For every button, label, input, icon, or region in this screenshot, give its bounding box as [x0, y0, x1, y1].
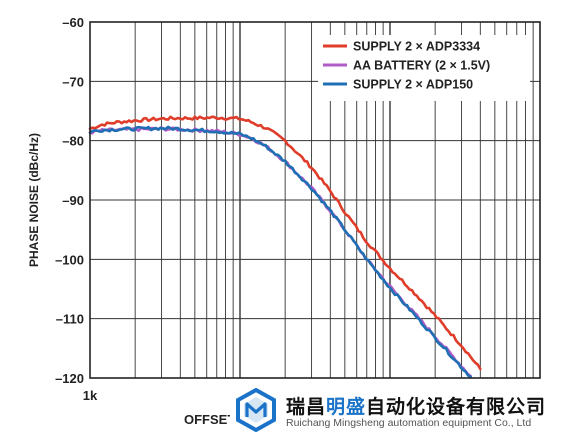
hexagon-m-logo-icon	[236, 388, 276, 432]
grid	[90, 22, 540, 378]
legend-box	[318, 35, 530, 101]
x-axis-label: OFFSET	[184, 412, 235, 427]
company-name-cn-prefix: 瑞昌	[286, 396, 327, 418]
y-tick-label: –120	[55, 371, 84, 386]
series-line-3	[88, 125, 472, 379]
y-tick-label: –90	[62, 193, 84, 208]
legend-label: SUPPLY 2 × ADP3334	[353, 40, 480, 54]
x-tick-label: 1k	[83, 388, 98, 403]
series-line-1	[88, 115, 482, 371]
company-watermark: 瑞昌明盛自动化设备有限公司 Ruichang Mingsheng automat…	[230, 384, 562, 436]
y-axis-label: PHASE NOISE (dBc/Hz)	[27, 133, 41, 267]
legend-label: SUPPLY 2 × ADP150	[353, 78, 473, 92]
y-tick-label: –60	[62, 15, 84, 30]
y-tick-label: –100	[55, 252, 84, 267]
y-axis-ticks: –60 –70 –80 –90 –100 –110 –120	[55, 15, 84, 386]
company-name-en: Ruichang Mingsheng automation equipment …	[286, 417, 532, 429]
x-axis-ticks: 1k	[83, 388, 98, 403]
company-name-cn: 瑞昌明盛自动化设备有限公司	[286, 392, 546, 419]
legend: SUPPLY 2 × ADP3334 AA BATTERY (2 × 1.5V) S…	[318, 35, 530, 101]
company-name-cn-suffix: 自动化设备有限公司	[366, 396, 547, 418]
legend-label: AA BATTERY (2 × 1.5V)	[353, 59, 490, 73]
plot-frame	[89, 21, 541, 379]
y-tick-label: –110	[56, 312, 84, 327]
series-group	[88, 115, 482, 379]
company-name-cn-highlight: 明盛	[326, 396, 367, 418]
y-tick-label: –80	[62, 134, 84, 149]
y-tick-label: –70	[62, 74, 84, 89]
